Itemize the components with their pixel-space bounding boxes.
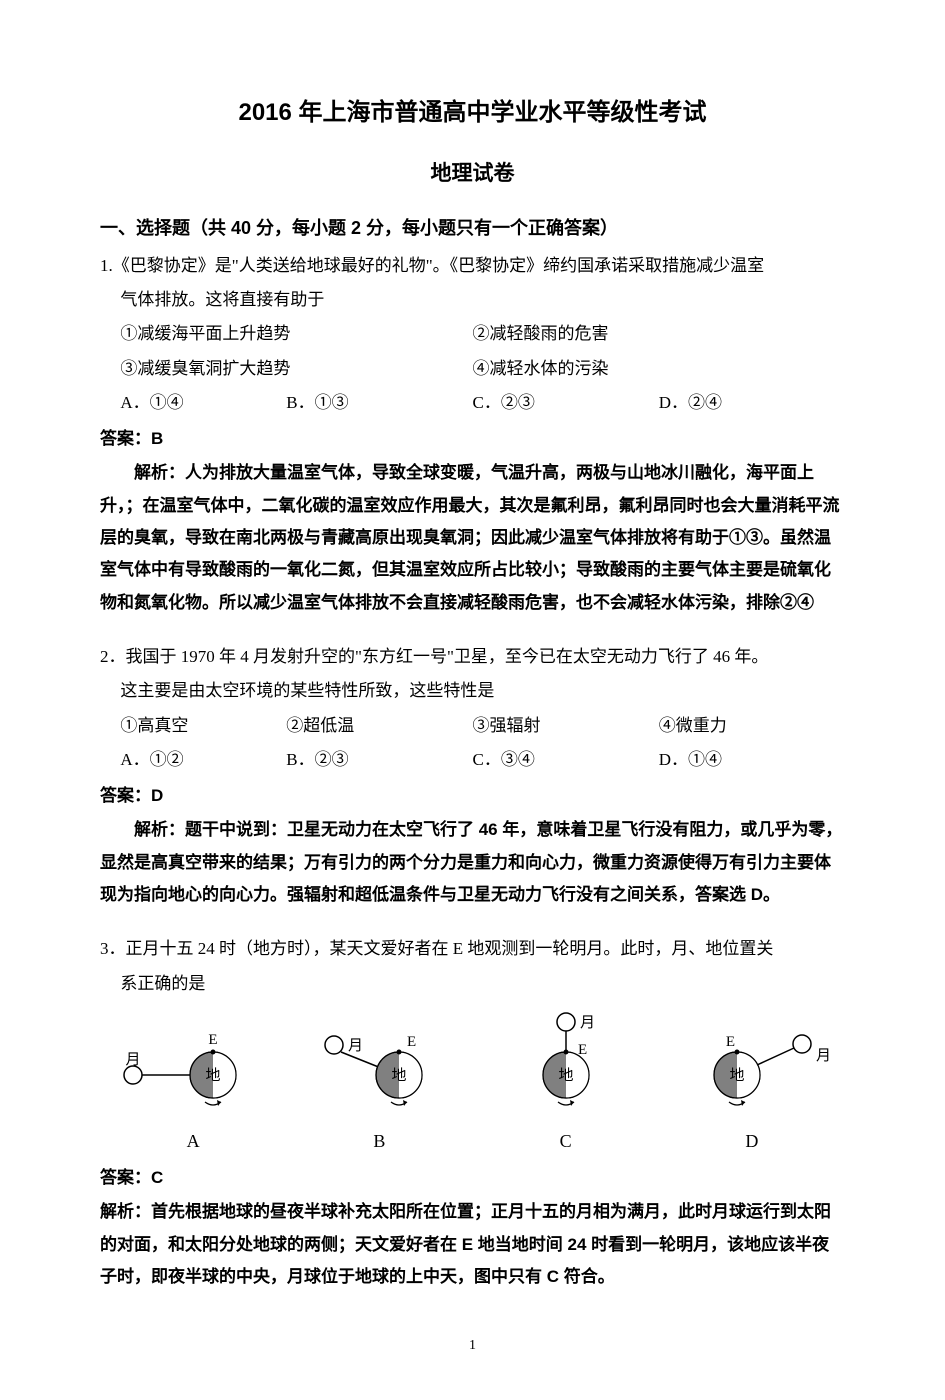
q3-diagram-b: 月 地 E B — [286, 1020, 472, 1158]
svg-text:地: 地 — [392, 1067, 407, 1084]
spacer — [100, 911, 845, 933]
q2-option-d: D．①④ — [659, 744, 845, 776]
q2-option-a: A．①② — [100, 744, 286, 776]
q3-diagram-a-label: A — [100, 1124, 286, 1158]
q2-option-b: B．②③ — [286, 744, 472, 776]
q2-choice4: ④微重力 — [659, 710, 845, 742]
svg-text:地: 地 — [729, 1067, 744, 1084]
q3-answer: 答案：C — [100, 1162, 845, 1194]
q3-diagram-c-label: C — [473, 1124, 659, 1158]
q1-option-a: A．①④ — [100, 387, 286, 419]
q2-choices: ①高真空 ②超低温 ③强辐射 ④微重力 — [100, 710, 845, 742]
q1-option-b: B．①③ — [286, 387, 472, 419]
q3-diagram-d: 地 E 月 D — [659, 1020, 845, 1158]
q1-options: A．①④ B．①③ C．②③ D．②④ — [100, 387, 845, 419]
section-heading: 一、选择题（共 40 分，每小题 2 分，每小题只有一个正确答案） — [100, 211, 845, 245]
svg-text:月: 月 — [126, 1052, 141, 1068]
q2-answer: 答案：D — [100, 780, 845, 812]
svg-text:月: 月 — [816, 1048, 831, 1064]
q3-diagram-d-label: D — [659, 1124, 845, 1158]
q1-choice2: ②减轻酸雨的危害 — [473, 318, 846, 350]
q3-diagram-a: 月 地 E A — [100, 1020, 286, 1158]
q1-analysis: 解析：人为排放大量温室气体，导致全球变暖，气温升高，两极与山地冰川融化，海平面上… — [100, 457, 845, 618]
q1-choice4: ④减轻水体的污染 — [473, 353, 846, 385]
svg-text:E: E — [209, 1032, 218, 1048]
q1-stem-line1: 1.《巴黎协定》是"人类送给地球最好的礼物"。《巴黎协定》缔约国承诺采取措施减少… — [100, 250, 845, 282]
q3-diagram-c: 月 地 E C — [473, 1010, 659, 1158]
q3-stem-line2: 系正确的是 — [100, 968, 845, 1000]
subtitle: 地理试卷 — [100, 154, 845, 194]
q2-choice1: ①高真空 — [100, 710, 286, 742]
q1-option-d: D．②④ — [659, 387, 845, 419]
q2-choice2: ②超低温 — [286, 710, 472, 742]
spacer — [100, 619, 845, 641]
q2-options: A．①② B．②③ C．③④ D．①④ — [100, 744, 845, 776]
q1-choices-row1: ①减缓海平面上升趋势 ②减轻酸雨的危害 — [100, 318, 845, 350]
q2-stem-line2: 这主要是由太空环境的某些特性所致，这些特性是 — [100, 675, 845, 707]
page-number: 1 — [100, 1333, 845, 1360]
q2-analysis: 解析：题干中说到：卫星无动力在太空飞行了 46 年，意味着卫星飞行没有阻力，或几… — [100, 814, 845, 911]
svg-text:地: 地 — [206, 1067, 221, 1084]
svg-text:E: E — [578, 1042, 587, 1058]
q3-diagram-b-label: B — [286, 1124, 472, 1158]
q3-stem-line1: 3．正月十五 24 时（地方时），某天文爱好者在 E 地观测到一轮明月。此时，月… — [100, 933, 845, 965]
svg-text:月: 月 — [348, 1038, 363, 1054]
q2-stem-line1: 2．我国于 1970 年 4 月发射升空的"东方红一号"卫星，至今已在太空无动力… — [100, 641, 845, 673]
q1-option-c: C．②③ — [473, 387, 659, 419]
svg-text:地: 地 — [558, 1067, 573, 1084]
q1-choices-row2: ③减缓臭氧洞扩大趋势 ④减轻水体的污染 — [100, 353, 845, 385]
q2-option-c: C．③④ — [473, 744, 659, 776]
svg-text:月: 月 — [580, 1015, 595, 1031]
q1-answer: 答案：B — [100, 423, 845, 455]
q1-stem-line2: 气体排放。这将直接有助于 — [100, 284, 845, 316]
q3-analysis: 解析：首先根据地球的昼夜半球补充太阳所在位置；正月十五的月相为满月，此时月球运行… — [100, 1196, 845, 1293]
svg-text:E: E — [407, 1034, 416, 1050]
q1-choice1: ①减缓海平面上升趋势 — [100, 318, 473, 350]
q1-choice3: ③减缓臭氧洞扩大趋势 — [100, 353, 473, 385]
main-title: 2016 年上海市普通高中学业水平等级性考试 — [100, 90, 845, 136]
q2-choice3: ③强辐射 — [473, 710, 659, 742]
svg-text:E: E — [726, 1034, 735, 1050]
q3-diagram-row: 月 地 E A 月 地 E — [100, 1010, 845, 1158]
